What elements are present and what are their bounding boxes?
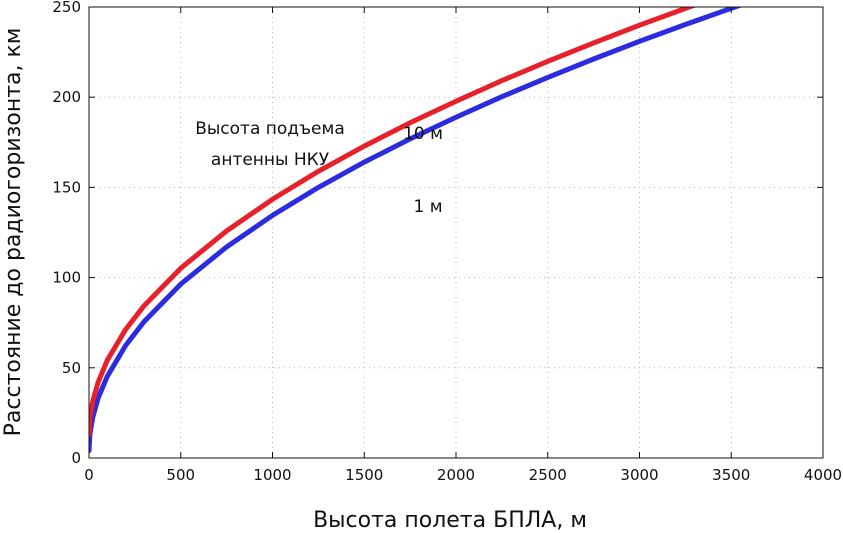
x-tick-label: 1000 (253, 466, 291, 484)
x-tick-label: 4000 (804, 466, 842, 484)
series-label-10m: 10 м (403, 124, 443, 144)
y-axis-label: Расстояние до радиогоризонта, км (1, 28, 26, 437)
y-tick-label: 150 (52, 178, 81, 196)
y-tick-label: 50 (62, 359, 81, 377)
series-label-1m: 1 м (413, 197, 442, 217)
series-layer (89, 7, 743, 454)
y-tick-label: 250 (52, 0, 81, 16)
x-tick-label: 1500 (345, 466, 383, 484)
x-tick-label: 2000 (437, 466, 475, 484)
series-line-10m (89, 7, 697, 437)
x-tick-label: 3500 (712, 466, 750, 484)
x-tick-label: 0 (84, 466, 94, 484)
x-tick-label: 500 (166, 466, 195, 484)
annotation-title-line2: антенны НКУ (211, 150, 330, 170)
x-tick-label: 2500 (529, 466, 567, 484)
x-tick-label: 3000 (620, 466, 658, 484)
y-tick-label: 100 (52, 269, 81, 287)
annotation-title-line1: Высота подъема (195, 119, 345, 139)
y-tick-label: 0 (71, 449, 81, 467)
y-tick-label: 200 (52, 88, 81, 106)
tick-layer: 0 500 1000 1500 2000 2500 3000 3500 4000 0 50 100 15… (52, 0, 842, 484)
grid-layer (89, 7, 823, 458)
x-axis-label: Высота полета БПЛА, м (313, 508, 587, 533)
series-line-1m (89, 7, 743, 454)
